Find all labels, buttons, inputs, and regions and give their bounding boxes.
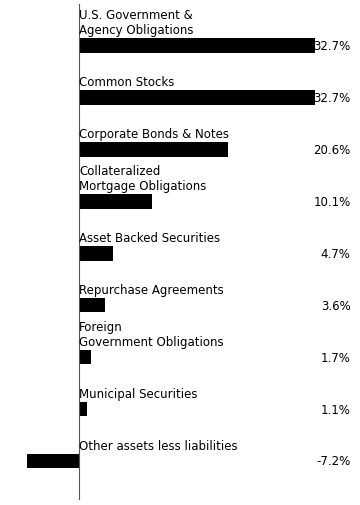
Text: 4.7%: 4.7% (321, 247, 351, 260)
Bar (79, 91, 315, 106)
Text: 10.1%: 10.1% (314, 195, 351, 209)
Text: 1.1%: 1.1% (321, 403, 351, 416)
Text: 3.6%: 3.6% (321, 299, 351, 312)
Text: U.S. Government &
Agency Obligations: U.S. Government & Agency Obligations (79, 9, 194, 37)
Bar (79, 246, 113, 261)
Text: 20.6%: 20.6% (314, 143, 351, 157)
Bar (79, 350, 91, 365)
Text: Collateralized
Mortgage Obligations: Collateralized Mortgage Obligations (79, 165, 207, 192)
Bar (79, 39, 315, 54)
Text: Asset Backed Securities: Asset Backed Securities (79, 231, 220, 244)
Text: -7.2%: -7.2% (316, 454, 351, 468)
Text: Common Stocks: Common Stocks (79, 76, 175, 89)
Bar (79, 298, 105, 313)
Text: Other assets less liabilities: Other assets less liabilities (79, 439, 238, 452)
Bar (79, 143, 228, 158)
Text: Repurchase Agreements: Repurchase Agreements (79, 283, 224, 296)
Text: Foreign
Government Obligations: Foreign Government Obligations (79, 320, 224, 348)
Text: Corporate Bonds & Notes: Corporate Bonds & Notes (79, 128, 229, 141)
Text: 32.7%: 32.7% (314, 92, 351, 105)
Text: 1.7%: 1.7% (321, 351, 351, 364)
Bar (27, 454, 79, 468)
Bar (79, 195, 152, 209)
Text: Municipal Securities: Municipal Securities (79, 387, 198, 400)
Text: 32.7%: 32.7% (314, 40, 351, 53)
Bar (79, 402, 87, 417)
